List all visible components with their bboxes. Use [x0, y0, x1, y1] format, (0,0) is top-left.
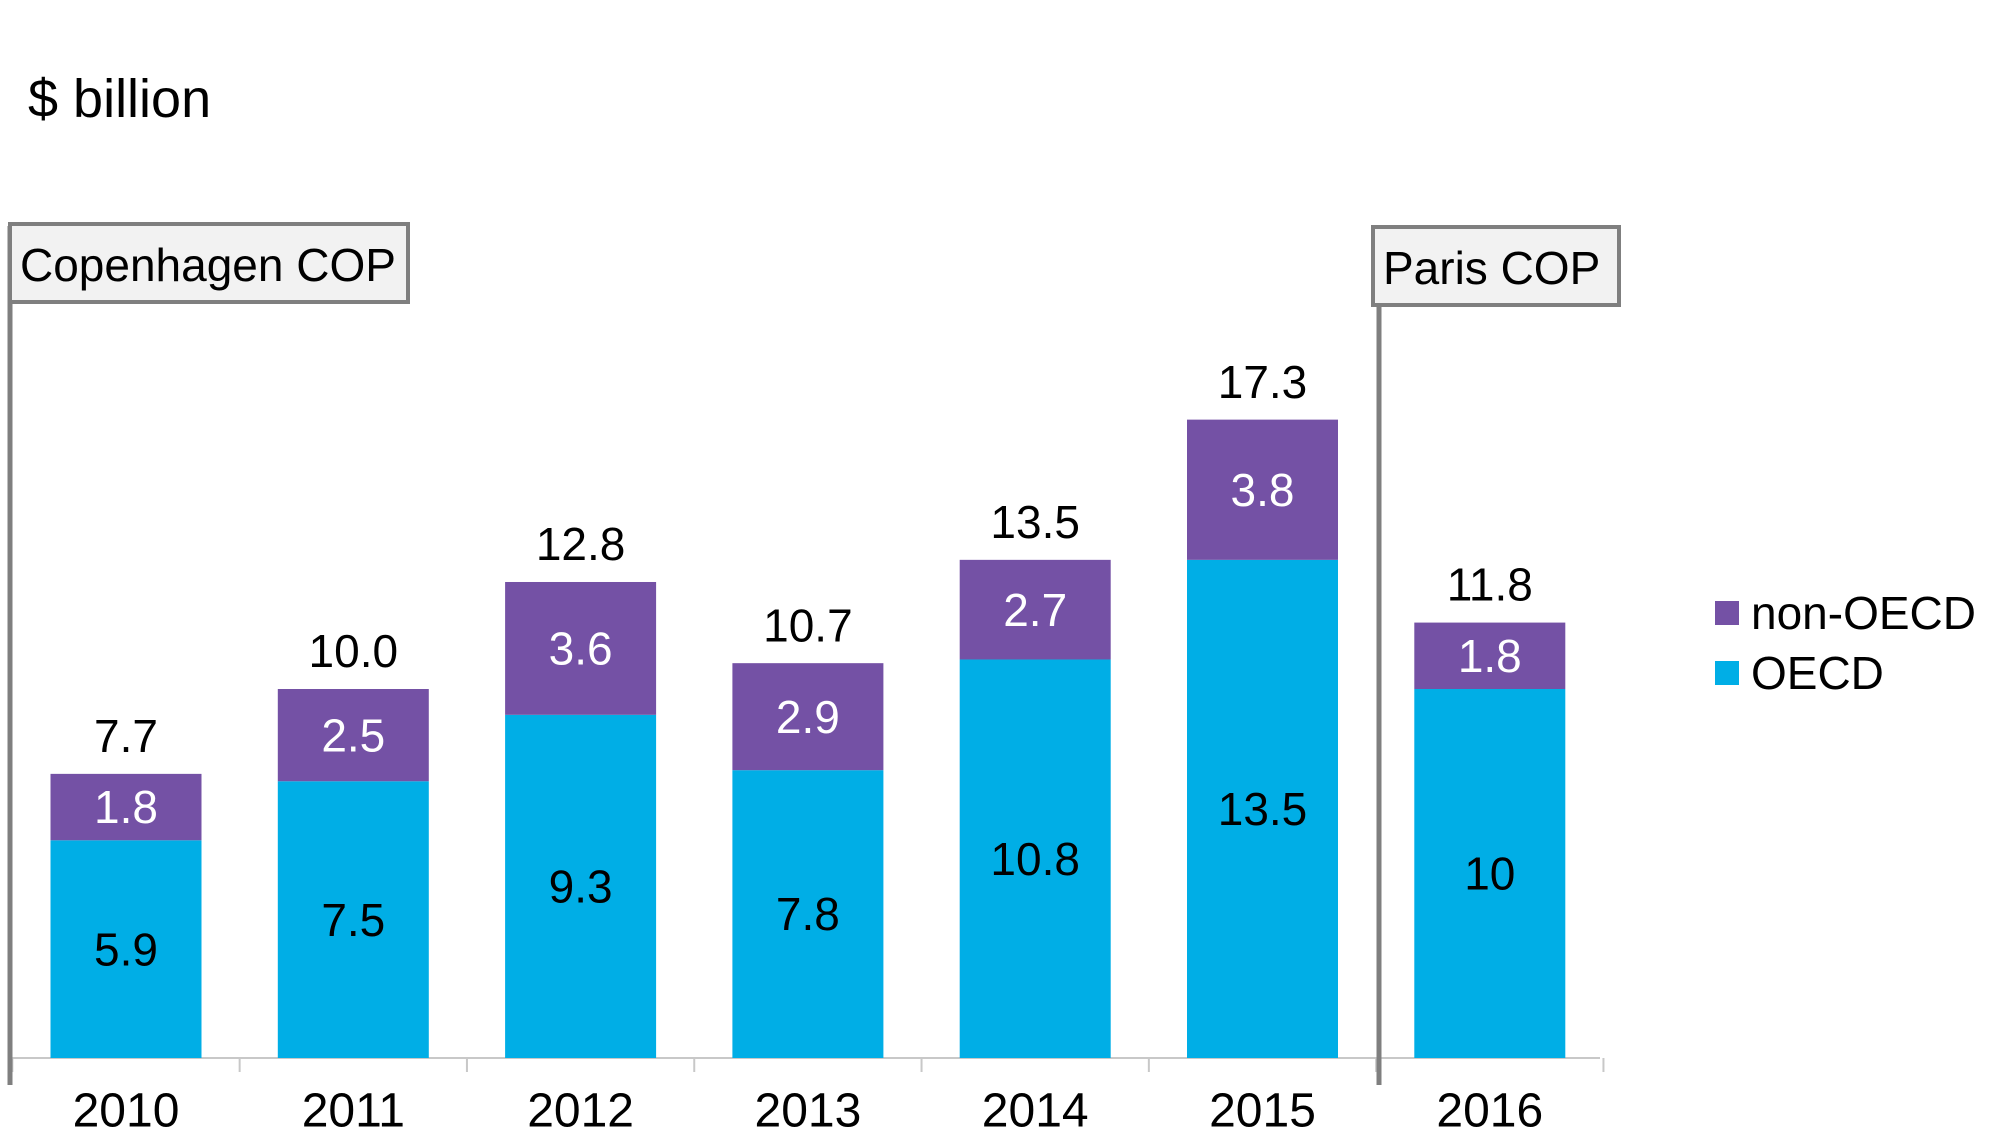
x-tick-label-2015: 2015: [1209, 1085, 1316, 1138]
bar-oecd-2016: [1414, 689, 1566, 1058]
total-label-2013: 10.7: [763, 599, 853, 651]
bar-oecd-2011: [277, 781, 429, 1058]
x-tick-label-2013: 2013: [755, 1085, 862, 1138]
total-label-2010: 7.7: [94, 710, 158, 762]
legend-swatch-oecd: [1715, 661, 1739, 685]
x-tick-label-2016: 2016: [1436, 1085, 1543, 1138]
data-label-non-oecd-2014: 2.7: [1003, 584, 1067, 636]
bar-non-oecd-2016: [1414, 622, 1566, 689]
data-label-oecd-2013: 7.8: [776, 888, 840, 940]
bar-oecd-2015: [1187, 559, 1338, 1058]
data-label-oecd-2012: 9.3: [549, 861, 613, 913]
legend-swatch-non-oecd: [1715, 601, 1739, 625]
bar-non-oecd-2012: [505, 581, 657, 715]
data-label-oecd-2014: 10.8: [990, 833, 1080, 885]
bar-non-oecd-2010: [50, 773, 202, 841]
bar-oecd-2012: [505, 714, 657, 1058]
legend: non-OECD OECD: [1715, 583, 1976, 703]
bar-non-oecd-2015: [1187, 419, 1338, 560]
data-label-non-oecd-2012: 3.6: [549, 623, 613, 675]
data-label-non-oecd-2013: 2.9: [776, 691, 840, 743]
y-unit-label: $ billion: [28, 69, 212, 129]
copenhagen-cop-label: Copenhagen COP: [8, 222, 410, 304]
legend-item-oecd: OECD: [1715, 643, 1976, 703]
bar-non-oecd-2014: [959, 559, 1111, 660]
data-label-oecd-2010: 5.9: [94, 923, 158, 975]
x-tick-label-2014: 2014: [982, 1085, 1089, 1138]
data-label-oecd-2016: 10: [1464, 848, 1515, 900]
data-label-non-oecd-2010: 1.8: [94, 781, 158, 833]
bar-non-oecd-2013: [732, 663, 884, 771]
data-label-non-oecd-2016: 1.8: [1458, 630, 1522, 682]
paris-cop-label: Paris COP: [1371, 225, 1621, 307]
bar-oecd-2013: [732, 770, 884, 1058]
legend-label-oecd: OECD: [1751, 647, 1884, 699]
bar-oecd-2014: [959, 659, 1111, 1058]
total-label-2016: 11.8: [1447, 559, 1533, 611]
total-label-2011: 10.0: [309, 625, 399, 677]
x-tick-label-2012: 2012: [527, 1085, 634, 1138]
total-label-2015: 17.3: [1218, 356, 1308, 408]
data-label-non-oecd-2015: 3.8: [1231, 464, 1295, 516]
total-label-2012: 12.8: [536, 518, 626, 570]
legend-item-non-oecd: non-OECD: [1715, 583, 1976, 643]
x-tick-label-2011: 2011: [302, 1085, 405, 1138]
data-label-oecd-2011: 7.5: [321, 894, 385, 946]
data-label-oecd-2015: 13.5: [1218, 783, 1308, 835]
x-tick-label-2010: 2010: [73, 1085, 180, 1138]
total-label-2014: 13.5: [990, 496, 1080, 548]
data-label-non-oecd-2011: 2.5: [321, 709, 385, 761]
legend-label-non-oecd: non-OECD: [1751, 587, 1976, 639]
bar-non-oecd-2011: [277, 689, 429, 782]
bar-oecd-2010: [50, 840, 202, 1058]
